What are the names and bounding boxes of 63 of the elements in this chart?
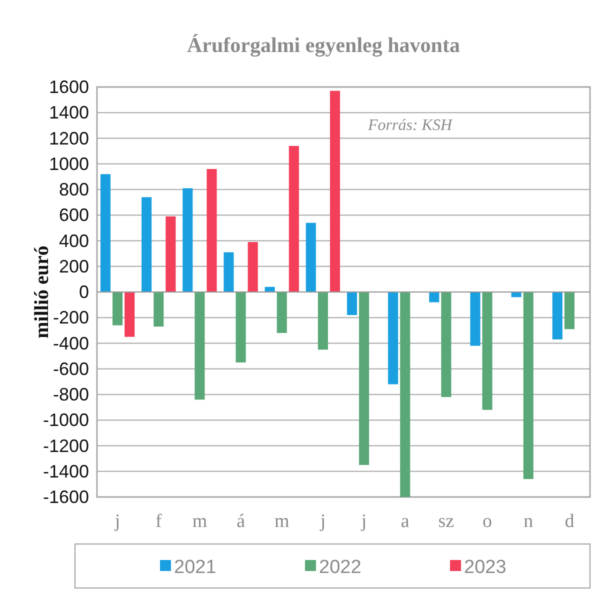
y-tick-label: 200 [58,256,89,276]
y-tick-label: -1400 [42,461,89,482]
bar [124,292,135,337]
bar [564,292,574,330]
y-tick-label: 600 [58,205,89,226]
legend-label: 2021 [174,557,216,578]
x-tick-label: n [524,511,534,532]
x-tick-label: m [274,511,290,532]
bar [206,169,217,292]
bar [166,216,176,292]
y-axis-title: millió euró [31,246,53,338]
bar [224,252,234,292]
bar [276,292,287,333]
y-tick-label: 400 [58,230,89,251]
bar [482,292,492,410]
y-tick-label: 800 [58,180,89,200]
x-tick-label: á [236,511,246,532]
y-tick-label: -400 [52,333,89,354]
y-tick-label: 0 [78,282,89,302]
legend-label: 2022 [319,557,362,578]
y-tick-label: -1200 [42,436,89,456]
y-tick-label: -1600 [42,487,89,507]
y-tick-label: -800 [52,384,89,404]
bar [248,242,258,292]
bar [429,292,440,302]
y-tick-label: -1000 [42,410,89,430]
bar [194,292,205,400]
bar [441,292,452,398]
x-tick-label: d [564,511,575,532]
x-tick-label: j [319,511,326,532]
bar [346,292,358,316]
bar [142,197,152,292]
bar [523,292,534,480]
y-tick-label: 1600 [48,77,89,97]
y-tick-label: 1000 [48,154,89,174]
bar [288,146,299,292]
bar [400,292,410,497]
x-tick-label: o [482,511,492,532]
x-tick-label: f [155,511,162,532]
x-tick-label: j [360,511,367,532]
y-tick-label: 1400 [48,102,89,123]
bar [318,292,328,350]
x-tick-label: sz [438,511,454,532]
bar [552,292,562,340]
chart-title: Áruforgalmi egyenleg havonta [187,33,460,57]
bar [112,292,123,326]
x-tick-label: j [114,511,120,532]
x-tick-label: a [400,511,410,532]
bar [182,188,193,292]
bar [236,292,246,362]
x-tick-label: m [192,511,208,532]
y-tick-label: 1200 [48,128,89,148]
bar [359,292,370,465]
annotation: Forrás: KSH [366,117,454,134]
bar [388,292,398,384]
bar [470,292,480,346]
y-tick-label: -200 [52,308,89,328]
bar [306,222,316,292]
y-tick-label: -600 [52,358,89,379]
legend-label: 2023 [464,557,506,578]
bar [154,292,164,327]
bar [330,90,340,292]
bar [100,174,111,292]
